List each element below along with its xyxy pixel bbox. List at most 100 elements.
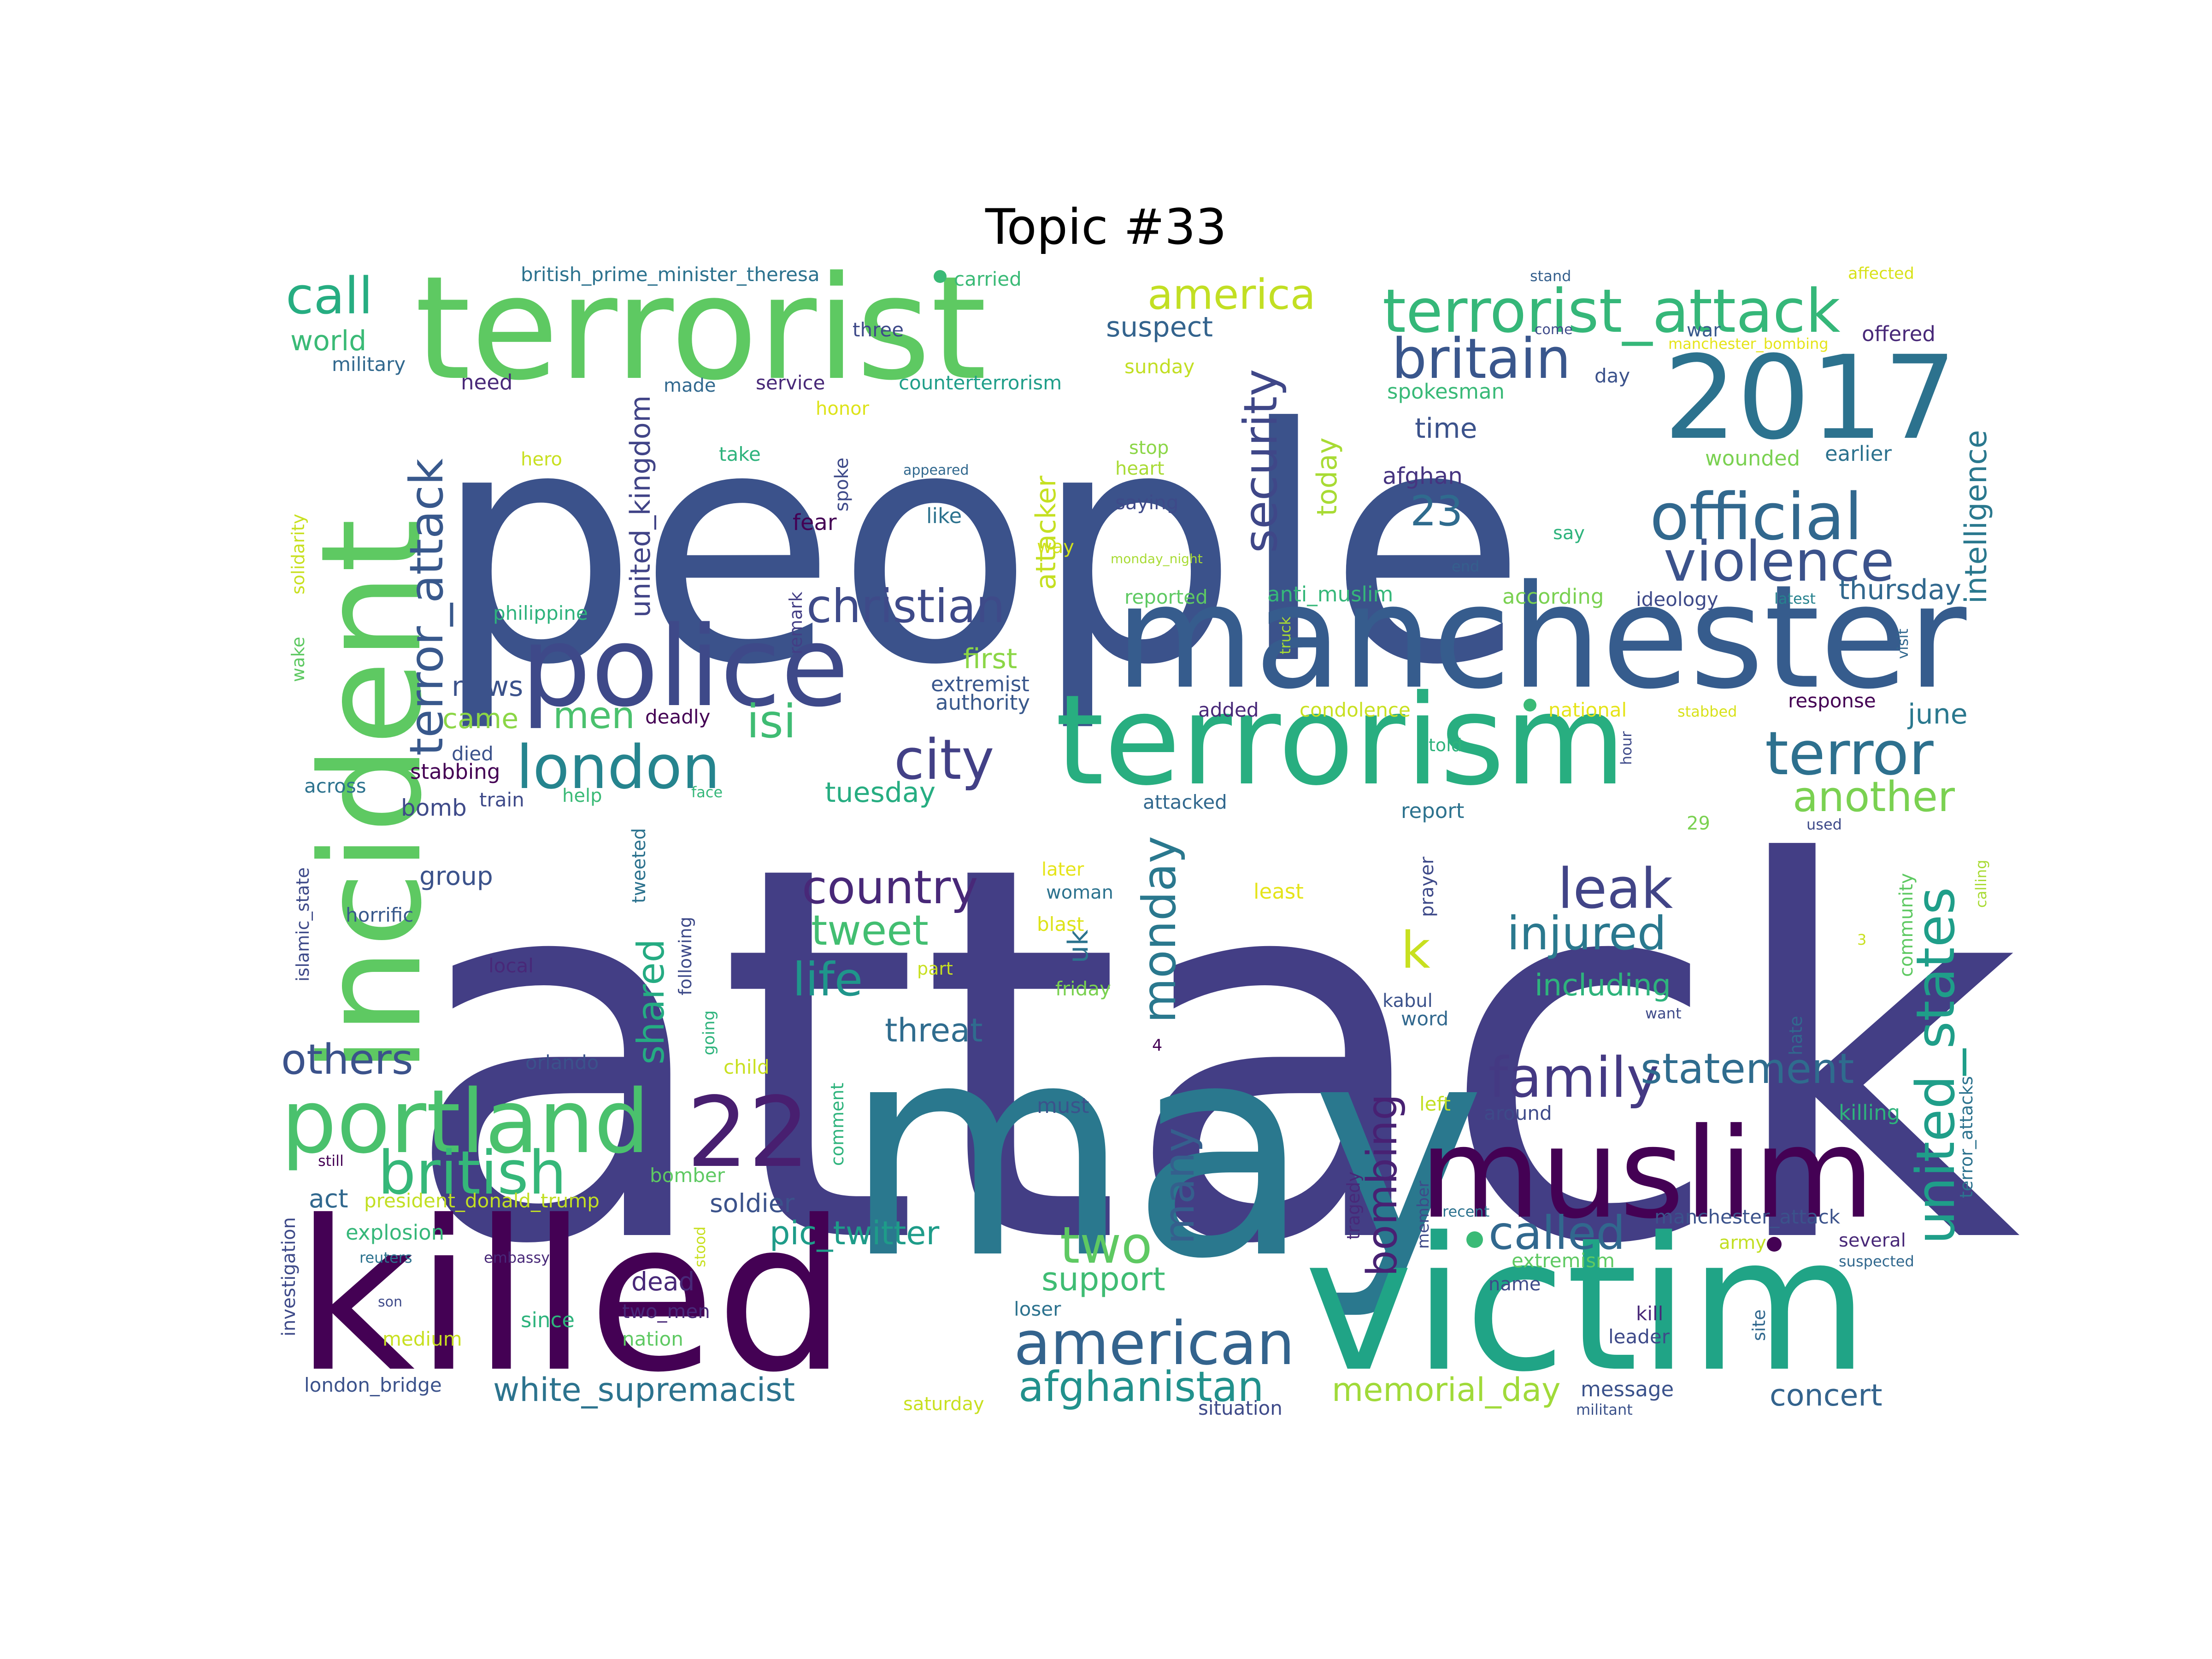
cloud-word: london [516,732,720,802]
cloud-word: white_supremacist [493,1371,795,1409]
cloud-word: statement [1641,1045,1854,1093]
cloud-word: blast [1037,913,1084,935]
cloud-word: sunday [1124,355,1194,378]
cloud-word: since [521,1308,575,1332]
cloud-word: intelligence [1959,430,1994,604]
cloud-word: police [521,602,849,731]
cloud-word: came [442,703,518,735]
cloud-word: attacked [1143,791,1227,813]
cloud-dot [1524,699,1536,712]
cloud-word: british [378,1138,566,1208]
cloud-word: tuesday [825,777,935,809]
cloud-word: support [1041,1260,1165,1298]
cloud-word: two_men [622,1300,710,1323]
cloud-word: people [433,360,1527,735]
cloud-word: anti_muslim [1267,582,1393,606]
cloud-word: left [1419,1093,1451,1115]
cloud-word: act [309,1184,348,1213]
cloud-word: reported [1124,586,1208,608]
cloud-word: monday_night [1111,551,1203,566]
cloud-word: pic_twitter [770,1214,939,1252]
cloud-word: extremist [931,672,1030,696]
cloud-word: reuters [359,1249,412,1266]
cloud-word: extremism [1512,1249,1615,1272]
cloud-word: like [926,504,962,528]
cloud-word: way [1037,536,1074,558]
cloud-word: london_bridge [304,1374,442,1396]
cloud-word: day [1594,365,1630,387]
cloud-word: offered [1862,322,1936,346]
cloud-word: affected [1848,265,1914,283]
cloud-word: hour [1618,731,1635,765]
cloud-word: 2017 [1664,331,1957,465]
cloud-word: earlier [1825,441,1892,466]
cloud-word: nation [622,1328,683,1350]
cloud-word: woman [1046,882,1113,903]
cloud-word: local [488,954,534,977]
cloud-word: part [917,959,953,979]
cloud-word: life [793,953,863,1006]
cloud-word: later [1041,859,1084,880]
cloud-word: added [1198,699,1259,721]
cloud-word: time [1415,412,1477,445]
cloud-word: terror [1765,718,1934,788]
cloud-word: embassy [484,1249,550,1266]
cloud-word: across [304,775,366,797]
cloud-word: many [1155,1128,1204,1244]
cloud-word: say [1553,523,1585,544]
cloud-word: horrific [346,904,413,926]
cloud-word: community [1896,873,1917,977]
cloud-word: tweeted [629,828,650,903]
cloud-word: afghan [1382,463,1463,489]
cloud-dot [934,270,947,283]
cloud-word: stop [1129,437,1169,459]
cloud-word: world [290,325,366,357]
cloud-word: medium [382,1328,462,1350]
cloud-word: wake [288,637,308,682]
cloud-word: stand [1530,267,1571,285]
cloud-word: threat [885,1012,982,1049]
cloud-word: following [675,917,695,995]
cloud-word: 29 [1687,813,1710,834]
cloud-word: come [1535,322,1573,338]
cloud-word: attacker [1030,476,1062,590]
cloud-word: authority [935,690,1030,715]
cloud-word: another [1793,773,1955,821]
cloud-word: call [286,266,373,325]
cloud-word: loser [1014,1298,1061,1320]
cloud-word: concert [1770,1378,1883,1413]
cloud-word: 23 [1410,487,1463,535]
cloud-word: name [1488,1274,1541,1295]
cloud-word: family [1488,1046,1659,1110]
cloud-word: recent [1442,1203,1489,1220]
cloud-word: military [332,353,406,376]
cloud-word: terrorist [415,246,987,412]
cloud-word: leader [1608,1325,1670,1348]
cloud-word: spoke [831,458,853,512]
cloud-word: official [1650,480,1863,555]
cloud-word: group [419,861,493,891]
cloud-word: k [1401,921,1430,980]
cloud-word: country [802,860,978,914]
cloud-word: christian [806,579,1005,633]
cloud-word: militant [1576,1401,1633,1418]
cloud-word: violence [1664,530,1894,594]
cloud-word: suspect [1106,311,1213,343]
cloud-word: comment [827,1082,847,1166]
cloud-word: condolence [1300,699,1411,721]
cloud-word: spokesman [1387,379,1505,404]
cloud-word: president_donald_trump [364,1189,600,1212]
cloud-word: bomb [401,794,467,821]
cloud-word: terror_attack [400,459,453,756]
cloud-word: died [452,742,494,765]
cloud-word: appeared [903,462,969,478]
cloud-word: portland [281,1071,650,1173]
cloud-word: help [562,785,602,806]
cloud-dot [1466,1231,1483,1248]
cloud-word: stood [691,1226,709,1267]
cloud-word: face [691,783,723,801]
cloud-word: dead [631,1267,694,1296]
cloud-word: solidarity [288,514,308,594]
